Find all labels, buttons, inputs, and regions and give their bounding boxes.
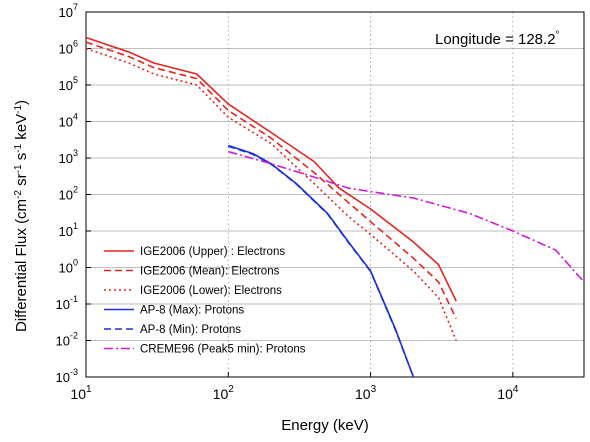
y-tick-label: 106 xyxy=(59,39,78,57)
ylabel-exp: -2 xyxy=(13,190,24,199)
y-tick-label: 10-2 xyxy=(56,331,78,349)
tick-base: 10 xyxy=(56,297,70,312)
tick-base: 10 xyxy=(59,224,73,239)
tick-base: 10 xyxy=(213,386,229,402)
legend-label-3: IGE2006 (Lower): Electrons xyxy=(140,285,282,297)
ylabel-exp: -1 xyxy=(13,105,24,114)
series-layer xyxy=(85,36,585,378)
tick-exp: 6 xyxy=(73,39,78,49)
y-tick-label: 105 xyxy=(59,75,78,93)
annotation-value: 128.2 xyxy=(518,31,556,48)
legend-label-2: IGE2006 (Mean): Electrons xyxy=(140,266,280,278)
tick-base: 10 xyxy=(497,386,513,402)
tick-base: 10 xyxy=(59,115,73,130)
annotation-suffix: ° xyxy=(556,30,560,41)
tick-base: 10 xyxy=(59,5,73,20)
tick-base: 10 xyxy=(59,42,73,57)
tick-exp: 7 xyxy=(73,2,78,12)
tick-exp: 5 xyxy=(73,75,78,85)
legend: IGE2006 (Upper) : Electrons IGE2006 (Mean… xyxy=(104,246,306,356)
ylabel-part: sr xyxy=(13,173,30,190)
series-line-6 xyxy=(228,150,585,283)
ylabel-exp: -1 xyxy=(13,143,24,152)
y-tick-label: 10-3 xyxy=(56,367,78,385)
x-tick-label: 101 xyxy=(70,384,92,402)
tick-base: 10 xyxy=(70,386,86,402)
tick-exp: -1 xyxy=(70,294,78,304)
series-line-2 xyxy=(85,41,457,319)
tick-exp: 1 xyxy=(86,384,92,395)
ylabel-part: Differential Flux (cm xyxy=(13,199,30,332)
series-line-3 xyxy=(85,47,457,341)
tick-exp: 3 xyxy=(73,148,78,158)
longitude-annotation: Longitude = 128.2° xyxy=(435,30,560,48)
tick-base: 10 xyxy=(59,151,73,166)
y-tick-label: 102 xyxy=(59,185,78,203)
ylabel-part: keV xyxy=(13,114,30,144)
y-tick-label: 107 xyxy=(59,2,78,20)
legend-label-4: AP-8 (Max): Protons xyxy=(140,305,244,317)
tick-base: 10 xyxy=(59,188,73,203)
tick-exp: 2 xyxy=(228,384,234,395)
y-axis-label: Differential Flux (cm-2 sr-1 s-1 keV-1) xyxy=(13,100,31,332)
tick-exp: 2 xyxy=(73,185,78,195)
tick-exp: -2 xyxy=(70,331,78,341)
ylabel-part: s xyxy=(13,153,30,165)
ylabel-part: ) xyxy=(13,100,30,105)
x-axis-ticks: 101 102 103 104 xyxy=(70,372,519,402)
tick-base: 10 xyxy=(59,78,73,93)
legend-label-5: AP-8 (Min): Protons xyxy=(140,324,241,336)
legend-label-6: CREME96 (Peak5 min): Protons xyxy=(140,344,306,356)
x-tick-label: 102 xyxy=(213,384,235,402)
tick-base: 10 xyxy=(56,334,70,349)
tick-exp: 3 xyxy=(371,384,377,395)
tick-base: 10 xyxy=(56,370,70,385)
x-axis-label: Energy (keV) xyxy=(281,417,369,434)
tick-base: 10 xyxy=(59,261,73,276)
ylabel-exp: -1 xyxy=(13,164,24,173)
x-tick-label: 104 xyxy=(497,384,519,402)
y-tick-label: 103 xyxy=(59,148,78,166)
tick-exp: 0 xyxy=(73,258,78,268)
legend-label-1: IGE2006 (Upper) : Electrons xyxy=(140,246,285,258)
series-line-1 xyxy=(85,36,457,302)
tick-base: 10 xyxy=(355,386,371,402)
series-line-5 xyxy=(228,145,415,378)
tick-exp: 4 xyxy=(73,112,78,122)
tick-exp: 4 xyxy=(513,384,519,395)
annotation-prefix: Longitude = xyxy=(435,31,518,48)
x-tick-label: 103 xyxy=(355,384,377,402)
grid xyxy=(86,12,584,377)
tick-exp: 1 xyxy=(73,221,78,231)
series-line-4 xyxy=(228,144,415,378)
y-tick-label: 100 xyxy=(59,258,78,276)
y-tick-label: 104 xyxy=(59,112,78,130)
y-tick-label: 101 xyxy=(59,221,78,239)
tick-exp: -3 xyxy=(70,367,78,377)
y-tick-label: 10-1 xyxy=(56,294,78,312)
